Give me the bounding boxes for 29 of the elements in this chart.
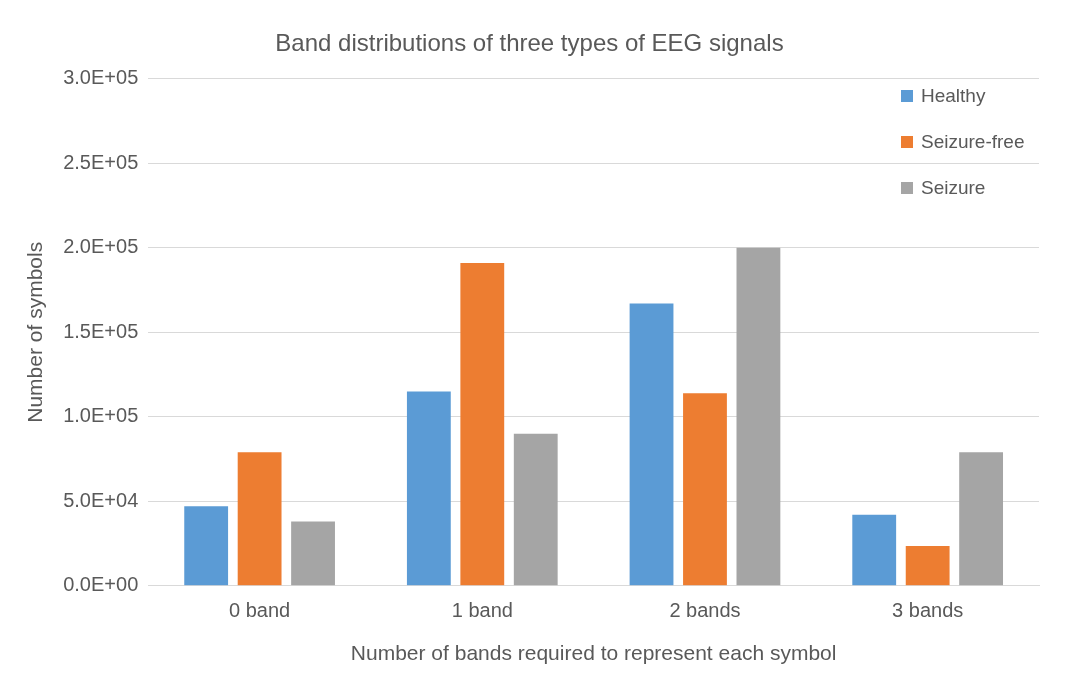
bar [629, 303, 674, 586]
y-tick-label: 1.0E+05 [63, 404, 139, 427]
bar [736, 247, 781, 586]
bar [683, 393, 727, 586]
y-tick-label: 2.0E+05 [63, 235, 139, 258]
bar [237, 452, 282, 586]
bar [184, 506, 229, 586]
y-tick-label: 5.0E+04 [63, 488, 139, 511]
legend-label: Seizure-free [921, 130, 1025, 153]
x-tick-label: 1 band [451, 599, 513, 622]
bar [460, 263, 505, 586]
y-tick-label: 2.5E+05 [63, 150, 139, 173]
chart-title: Band distributions of three types of EEG signals [275, 29, 784, 57]
y-axis-title: Number of symbols [23, 241, 47, 423]
y-tick-label: 3.0E+05 [63, 66, 139, 89]
x-tick-label: 0 band [229, 599, 291, 622]
x-tick-label: 2 bands [669, 599, 741, 622]
y-tick-label: 1.5E+05 [63, 319, 139, 342]
bar [852, 514, 897, 586]
y-tick-label: 0.0E+00 [63, 573, 139, 596]
x-tick-label: 3 bands [892, 599, 964, 622]
bar [406, 391, 451, 586]
bar [513, 433, 558, 586]
legend-label: Healthy [921, 84, 986, 107]
bar [905, 546, 950, 586]
bar [291, 521, 335, 586]
bar [959, 452, 1004, 586]
x-axis-title: Number of bands required to represent each symbol [350, 641, 837, 665]
legend-label: Seizure [921, 176, 986, 199]
